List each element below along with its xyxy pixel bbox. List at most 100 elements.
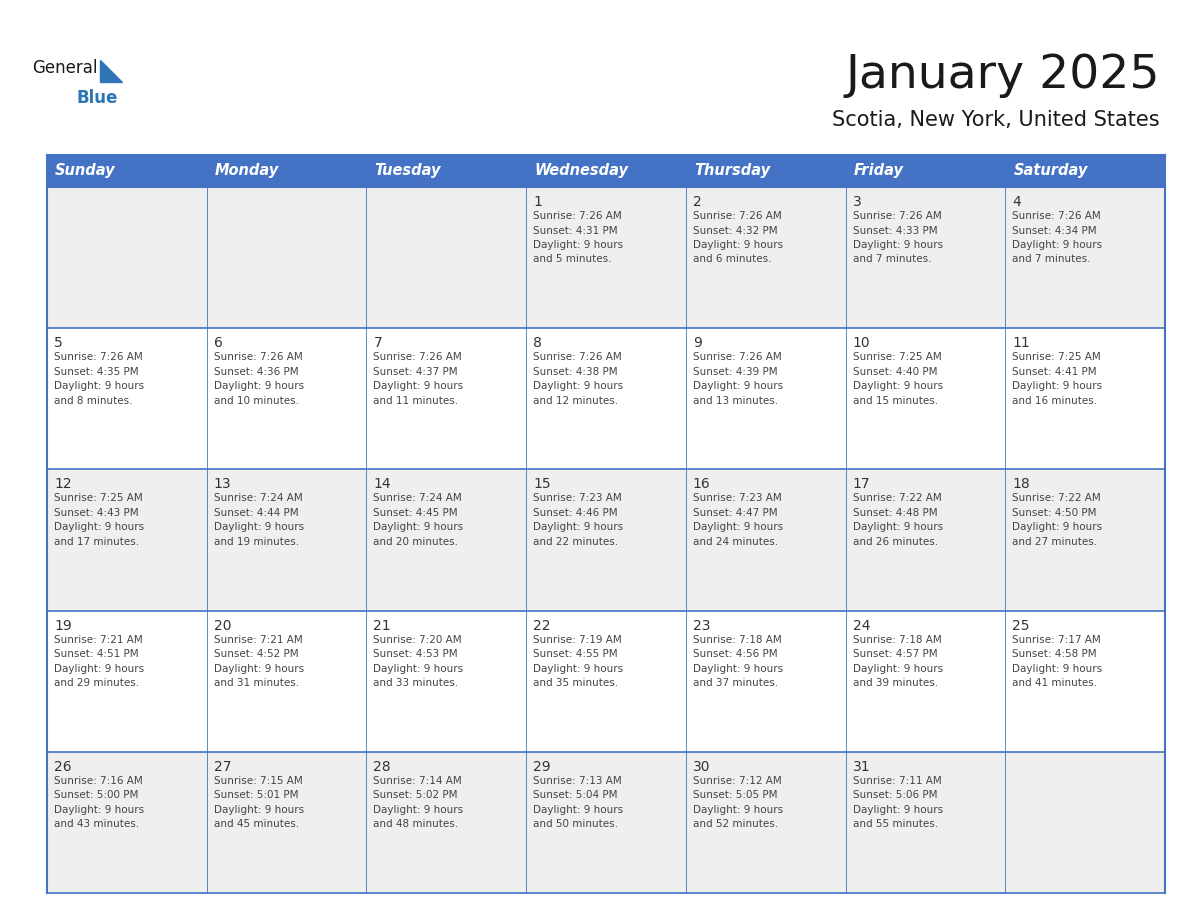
Text: Sunset: 5:02 PM: Sunset: 5:02 PM <box>373 790 457 800</box>
Text: Sunrise: 7:25 AM: Sunrise: 7:25 AM <box>1012 353 1101 363</box>
Text: Tuesday: Tuesday <box>374 163 441 178</box>
Text: Sunset: 4:37 PM: Sunset: 4:37 PM <box>373 366 459 376</box>
Text: Daylight: 9 hours: Daylight: 9 hours <box>53 664 144 674</box>
Text: Daylight: 9 hours: Daylight: 9 hours <box>853 522 943 532</box>
Text: 22: 22 <box>533 619 551 633</box>
Text: 11: 11 <box>1012 336 1030 350</box>
Text: and 31 minutes.: and 31 minutes. <box>214 678 299 688</box>
Text: Blue: Blue <box>76 89 118 107</box>
Bar <box>207 155 366 187</box>
Text: Sunset: 4:44 PM: Sunset: 4:44 PM <box>214 508 298 518</box>
Text: and 10 minutes.: and 10 minutes. <box>214 396 298 406</box>
Text: and 6 minutes.: and 6 minutes. <box>693 254 771 264</box>
Text: Sunset: 4:32 PM: Sunset: 4:32 PM <box>693 226 777 236</box>
Text: 3: 3 <box>853 195 861 209</box>
Text: 4: 4 <box>1012 195 1020 209</box>
Text: Sunrise: 7:24 AM: Sunrise: 7:24 AM <box>373 493 462 503</box>
Text: Sunrise: 7:26 AM: Sunrise: 7:26 AM <box>214 353 303 363</box>
Text: Daylight: 9 hours: Daylight: 9 hours <box>853 240 943 250</box>
Text: Sunset: 5:00 PM: Sunset: 5:00 PM <box>53 790 138 800</box>
Text: Sunrise: 7:21 AM: Sunrise: 7:21 AM <box>214 634 303 644</box>
Text: Sunday: Sunday <box>55 163 115 178</box>
Text: Friday: Friday <box>853 163 904 178</box>
Polygon shape <box>100 60 122 82</box>
Bar <box>846 155 1005 187</box>
Text: Sunset: 4:50 PM: Sunset: 4:50 PM <box>1012 508 1097 518</box>
Text: Sunrise: 7:26 AM: Sunrise: 7:26 AM <box>693 211 782 221</box>
Text: and 15 minutes.: and 15 minutes. <box>853 396 937 406</box>
Text: Daylight: 9 hours: Daylight: 9 hours <box>533 805 624 815</box>
Text: Daylight: 9 hours: Daylight: 9 hours <box>214 522 304 532</box>
Text: Sunrise: 7:22 AM: Sunrise: 7:22 AM <box>853 493 941 503</box>
Text: Daylight: 9 hours: Daylight: 9 hours <box>214 381 304 391</box>
Bar <box>48 469 1165 610</box>
Text: Sunrise: 7:22 AM: Sunrise: 7:22 AM <box>1012 493 1101 503</box>
Text: and 22 minutes.: and 22 minutes. <box>533 537 618 547</box>
Text: 23: 23 <box>693 619 710 633</box>
Text: 16: 16 <box>693 477 710 491</box>
Text: and 24 minutes.: and 24 minutes. <box>693 537 778 547</box>
Bar <box>48 610 1165 752</box>
Text: Sunrise: 7:26 AM: Sunrise: 7:26 AM <box>533 211 621 221</box>
Text: and 29 minutes.: and 29 minutes. <box>53 678 139 688</box>
Text: 12: 12 <box>53 477 71 491</box>
Text: Sunset: 4:36 PM: Sunset: 4:36 PM <box>214 366 298 376</box>
Text: and 50 minutes.: and 50 minutes. <box>533 819 618 829</box>
Bar <box>48 155 207 187</box>
Text: Sunset: 5:04 PM: Sunset: 5:04 PM <box>533 790 618 800</box>
Text: Daylight: 9 hours: Daylight: 9 hours <box>1012 522 1102 532</box>
Text: Sunset: 4:55 PM: Sunset: 4:55 PM <box>533 649 618 659</box>
Text: Daylight: 9 hours: Daylight: 9 hours <box>53 381 144 391</box>
Text: and 5 minutes.: and 5 minutes. <box>533 254 612 264</box>
Text: and 19 minutes.: and 19 minutes. <box>214 537 299 547</box>
Text: Sunrise: 7:16 AM: Sunrise: 7:16 AM <box>53 776 143 786</box>
Text: and 45 minutes.: and 45 minutes. <box>214 819 299 829</box>
Text: 25: 25 <box>1012 619 1030 633</box>
Text: Daylight: 9 hours: Daylight: 9 hours <box>1012 240 1102 250</box>
Text: Sunset: 4:45 PM: Sunset: 4:45 PM <box>373 508 459 518</box>
Text: 18: 18 <box>1012 477 1030 491</box>
Text: Sunset: 4:48 PM: Sunset: 4:48 PM <box>853 508 937 518</box>
Text: Sunrise: 7:26 AM: Sunrise: 7:26 AM <box>533 353 621 363</box>
Text: Daylight: 9 hours: Daylight: 9 hours <box>693 381 783 391</box>
Text: Sunrise: 7:26 AM: Sunrise: 7:26 AM <box>853 211 941 221</box>
Text: Daylight: 9 hours: Daylight: 9 hours <box>533 522 624 532</box>
Text: Daylight: 9 hours: Daylight: 9 hours <box>853 805 943 815</box>
Bar <box>366 155 526 187</box>
Text: Sunset: 4:53 PM: Sunset: 4:53 PM <box>373 649 459 659</box>
Text: Sunset: 4:34 PM: Sunset: 4:34 PM <box>1012 226 1097 236</box>
Text: Sunset: 4:40 PM: Sunset: 4:40 PM <box>853 366 937 376</box>
Text: and 16 minutes.: and 16 minutes. <box>1012 396 1098 406</box>
Bar <box>526 155 685 187</box>
Text: and 12 minutes.: and 12 minutes. <box>533 396 618 406</box>
Text: and 43 minutes.: and 43 minutes. <box>53 819 139 829</box>
Text: Daylight: 9 hours: Daylight: 9 hours <box>373 805 463 815</box>
Text: Sunset: 4:57 PM: Sunset: 4:57 PM <box>853 649 937 659</box>
Text: Sunset: 4:43 PM: Sunset: 4:43 PM <box>53 508 139 518</box>
Text: Sunrise: 7:21 AM: Sunrise: 7:21 AM <box>53 634 143 644</box>
Text: Daylight: 9 hours: Daylight: 9 hours <box>373 522 463 532</box>
Text: and 8 minutes.: and 8 minutes. <box>53 396 133 406</box>
Text: Thursday: Thursday <box>694 163 770 178</box>
Text: 1: 1 <box>533 195 542 209</box>
Text: Sunrise: 7:26 AM: Sunrise: 7:26 AM <box>1012 211 1101 221</box>
Text: and 26 minutes.: and 26 minutes. <box>853 537 937 547</box>
Text: 9: 9 <box>693 336 702 350</box>
Text: Sunset: 4:46 PM: Sunset: 4:46 PM <box>533 508 618 518</box>
Text: Daylight: 9 hours: Daylight: 9 hours <box>693 522 783 532</box>
Text: Sunrise: 7:18 AM: Sunrise: 7:18 AM <box>693 634 782 644</box>
Text: Sunrise: 7:25 AM: Sunrise: 7:25 AM <box>53 493 143 503</box>
Text: Sunrise: 7:23 AM: Sunrise: 7:23 AM <box>693 493 782 503</box>
Text: Daylight: 9 hours: Daylight: 9 hours <box>693 805 783 815</box>
Text: Sunset: 4:58 PM: Sunset: 4:58 PM <box>1012 649 1097 659</box>
Text: Sunrise: 7:11 AM: Sunrise: 7:11 AM <box>853 776 941 786</box>
Text: Wednesday: Wednesday <box>535 163 628 178</box>
Text: Sunrise: 7:18 AM: Sunrise: 7:18 AM <box>853 634 941 644</box>
Text: Sunset: 4:47 PM: Sunset: 4:47 PM <box>693 508 777 518</box>
Text: Sunset: 4:33 PM: Sunset: 4:33 PM <box>853 226 937 236</box>
Text: Scotia, New York, United States: Scotia, New York, United States <box>833 110 1159 130</box>
Text: 19: 19 <box>53 619 71 633</box>
Text: 20: 20 <box>214 619 232 633</box>
Text: Monday: Monday <box>215 163 279 178</box>
Text: Daylight: 9 hours: Daylight: 9 hours <box>214 664 304 674</box>
